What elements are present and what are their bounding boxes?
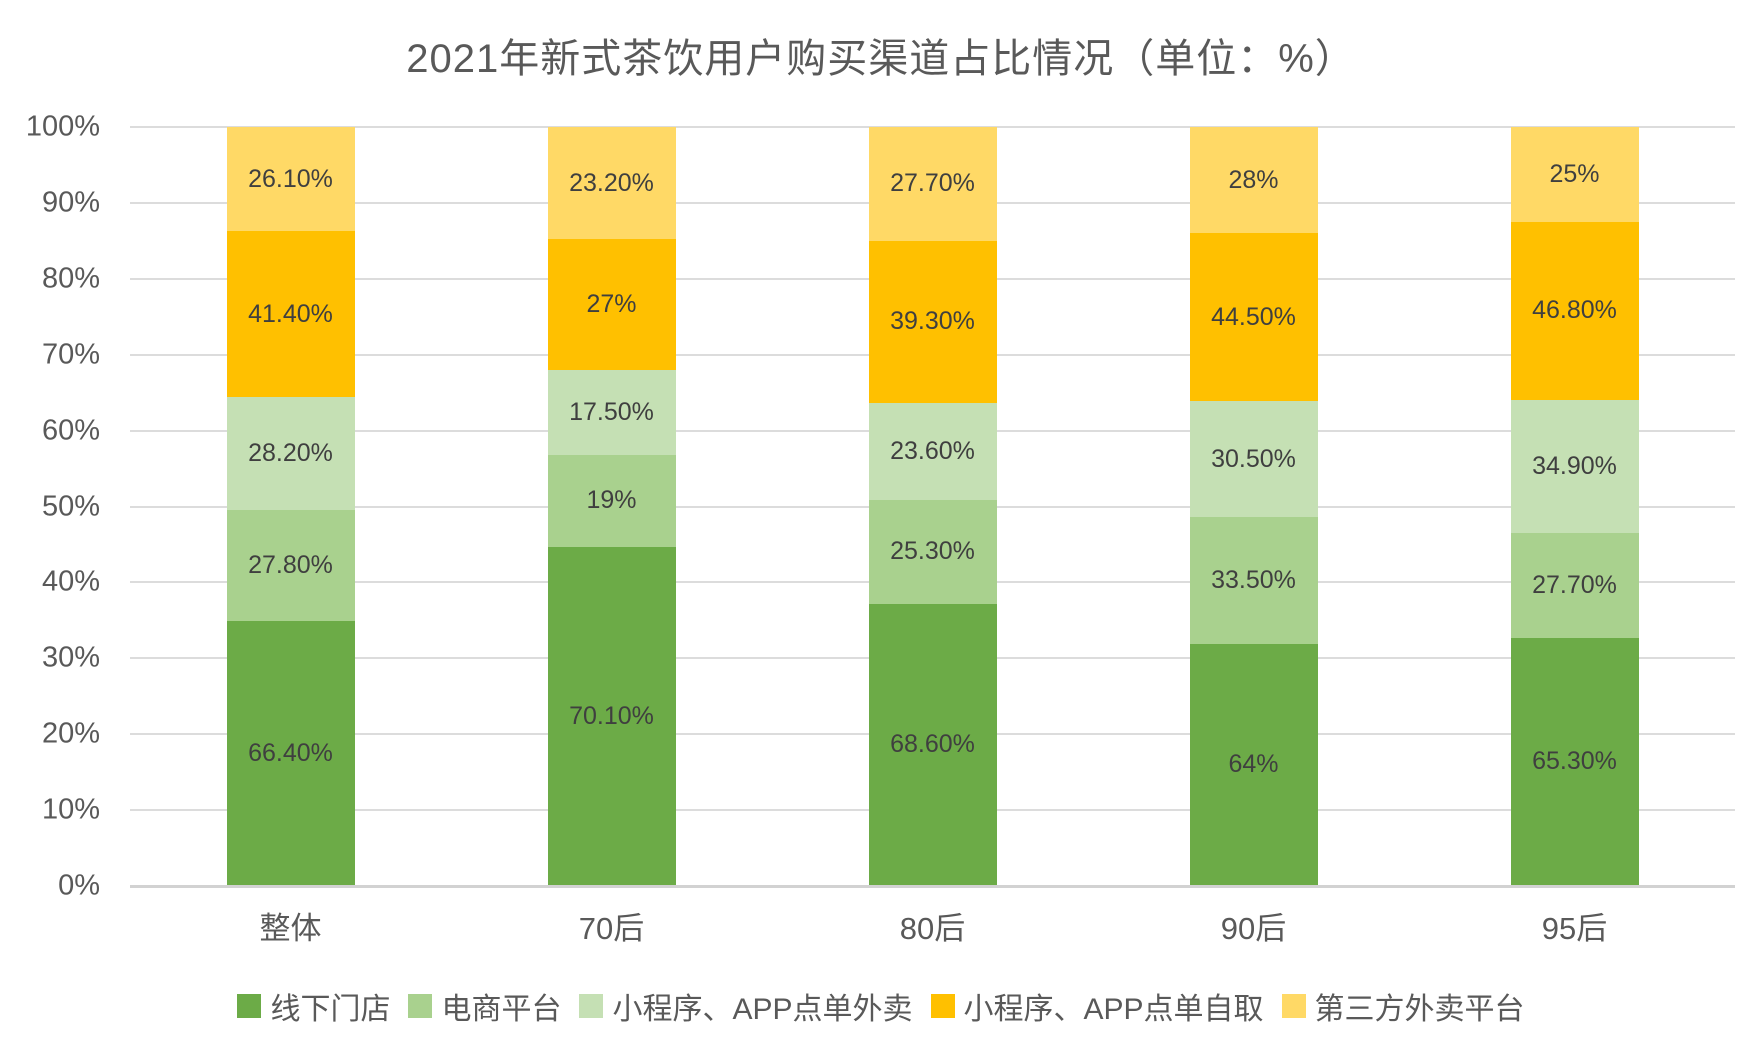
y-tick-label: 100% (25, 110, 100, 143)
legend-label: 电商平台 (441, 993, 562, 1026)
gridline (130, 126, 1735, 128)
stacked-bar: 64% 33.50% 30.50% 44.50% 28% (1189, 127, 1318, 886)
chart-title: 2021年新式茶饮用户购买渠道占比情况（单位：%） (406, 37, 1356, 81)
bar-segment-label: 64% (1228, 750, 1279, 779)
legend-swatch (408, 994, 433, 1018)
bar-segment-label: 28% (1228, 165, 1279, 194)
x-category-label: 整体 (259, 911, 322, 946)
bar-segment: 27.70% (1510, 532, 1639, 638)
bar-segment: 26.10% (226, 127, 355, 232)
bar-segment-label: 26.10% (248, 164, 333, 193)
y-tick-label: 20% (41, 717, 100, 750)
x-axis-line (130, 885, 1735, 888)
y-tick-label: 10% (41, 793, 100, 826)
y-tick-label: 50% (41, 490, 100, 522)
legend-label: 小程序、APP点单外卖 (612, 993, 913, 1026)
legend-swatch (237, 994, 262, 1018)
x-category-label: 70后 (578, 911, 645, 946)
x-category-label: 80后 (899, 911, 966, 946)
bar-segment-label: 34.90% (1532, 451, 1617, 480)
legend-label: 小程序、APP点单自取 (963, 993, 1264, 1026)
y-tick-label: 30% (41, 641, 100, 674)
y-axis-labels: 0% 10% 20% 30% 40% 50% 60% 70% 80% 90% 100% (0, 111, 100, 902)
bar-segment: 64% (1189, 643, 1318, 886)
bar-segment-label: 27.70% (890, 169, 975, 198)
bar-segment-label: 27.70% (1532, 570, 1617, 599)
bar-segment-label: 39.30% (890, 307, 975, 336)
bar-segment: 27% (547, 239, 676, 370)
bar-segment: 33.50% (1189, 516, 1318, 644)
bar-segment-label: 65.30% (1532, 747, 1617, 776)
legend-swatch (930, 994, 955, 1018)
bar-segment: 28% (1189, 127, 1318, 233)
y-tick-label: 70% (41, 338, 100, 371)
y-tick-label: 60% (41, 414, 100, 447)
bar-segment-label: 19% (586, 486, 637, 515)
bar-segment-label: 66.40% (248, 738, 333, 767)
y-tick-label: 80% (41, 262, 100, 295)
bar-segment: 23.60% (868, 402, 997, 500)
stacked-bar: 70.10% 19% 17.50% 27% 23.20% (547, 127, 676, 886)
plot-area: 66.40% 27.80% 28.20% 41.40% 26.10% 70.10% 19% 1… (130, 126, 1735, 888)
bar-segment: 27.70% (868, 127, 997, 241)
bar-segment: 25.30% (868, 499, 997, 604)
legend-item: 小程序、APP点单外卖 (579, 984, 913, 1028)
bar-segment: 19% (547, 454, 676, 547)
y-tick-label: 40% (41, 565, 100, 598)
bar-segment-label: 70.10% (569, 701, 654, 730)
y-tick-label: 0% (58, 869, 100, 902)
bar-segment: 66.40% (226, 620, 355, 886)
bar-segment: 39.30% (868, 240, 997, 403)
legend-label: 第三方外卖平台 (1314, 993, 1525, 1026)
bar-segment-label: 41.40% (248, 299, 333, 328)
legend-label: 线下门店 (270, 993, 391, 1026)
bar-segment-label: 25.30% (890, 537, 975, 566)
legend-item: 第三方外卖平台 (1281, 984, 1525, 1028)
stacked-bar: 65.30% 27.70% 34.90% 46.80% 25% (1510, 127, 1639, 886)
bar-segment: 46.80% (1510, 222, 1639, 400)
stacked-bar: 68.60% 25.30% 23.60% 39.30% 27.70% (868, 127, 997, 886)
bar-segment: 41.40% (226, 231, 355, 397)
bar-segment-label: 25% (1549, 160, 1600, 189)
bar-segment-label: 27.80% (248, 550, 333, 579)
legend-swatch (1281, 994, 1306, 1018)
bar-segment-label: 33.50% (1211, 565, 1296, 594)
x-category-label: 95后 (1541, 911, 1608, 946)
bar-segment-label: 23.60% (890, 436, 975, 465)
bar-segment-label: 30.50% (1211, 444, 1296, 473)
bar-segment: 23.20% (547, 127, 676, 240)
legend-item: 电商平台 (408, 984, 561, 1028)
legend-item: 线下门店 (237, 984, 390, 1028)
legend-item: 小程序、APP点单自取 (930, 984, 1264, 1028)
legend: 线下门店 电商平台 小程序、APP点单外卖 小程序、APP点单自取 第三方外卖平台 (0, 984, 1762, 1028)
y-tick-label: 90% (41, 186, 100, 219)
bar-segment: 17.50% (547, 370, 676, 455)
bar-segment-label: 23.20% (569, 168, 654, 197)
bar-segment-label: 27% (586, 290, 637, 319)
bar-segment-label: 68.60% (890, 730, 975, 759)
bar-segment: 30.50% (1189, 401, 1318, 517)
bar-segment-label: 46.80% (1532, 296, 1617, 325)
stacked-bar: 66.40% 27.80% 28.20% 41.40% 26.10% (226, 127, 355, 886)
x-axis-category-labels: 整体 70后 80后 90后 95后 (130, 903, 1735, 949)
bar-segment-label: 28.20% (248, 438, 333, 467)
bar-segment: 27.80% (226, 509, 355, 621)
bar-segment: 25% (1510, 127, 1639, 223)
bar-segment: 68.60% (868, 603, 997, 886)
bar-segment-label: 17.50% (569, 397, 654, 426)
x-category-label: 90后 (1220, 911, 1287, 946)
bar-segment: 70.10% (547, 546, 676, 886)
bar-segment-label: 44.50% (1211, 302, 1296, 331)
bar-segment: 44.50% (1189, 233, 1318, 402)
bar-segment: 28.20% (226, 396, 355, 510)
bar-segment: 65.30% (1510, 637, 1639, 886)
bar-segment: 34.90% (1510, 399, 1639, 533)
legend-swatch (579, 994, 604, 1018)
